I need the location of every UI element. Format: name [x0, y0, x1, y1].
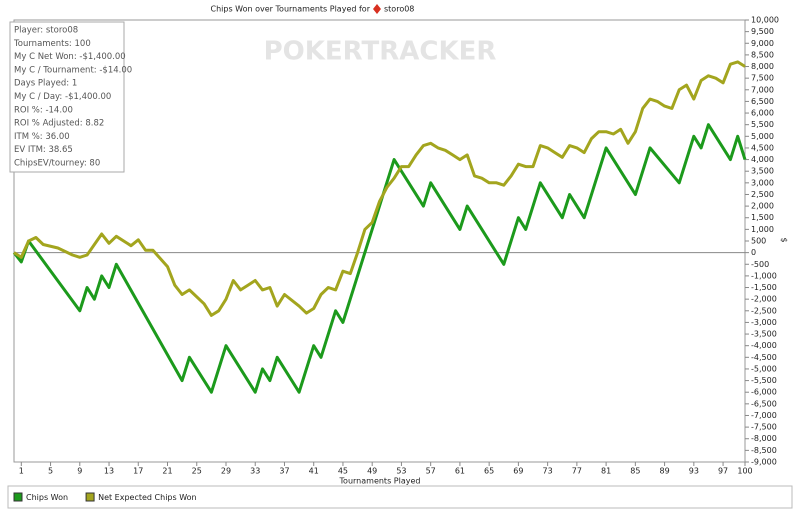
y-tick-label: -6,500	[751, 399, 777, 408]
stat-line: My C / Day: -$1,400.00	[14, 92, 111, 102]
x-tick-label: 13	[104, 467, 114, 476]
x-tick-label: 89	[659, 467, 669, 476]
y-tick-label: 4,000	[751, 155, 774, 164]
x-tick-label: 49	[367, 467, 377, 476]
x-tick-label: 85	[630, 467, 640, 476]
y-tick-label: -6,000	[751, 388, 777, 397]
y-tick-label: -4,000	[751, 341, 777, 350]
stat-line: EV ITM: 38.65	[14, 145, 73, 155]
y-tick-label: 500	[751, 237, 766, 246]
x-axis-label: Tournaments Played	[339, 477, 421, 486]
player-name: storo08	[384, 5, 414, 14]
y-tick-label: 4,500	[751, 143, 774, 152]
x-tick-label: 29	[221, 467, 231, 476]
x-tick-label: 93	[689, 467, 699, 476]
y-tick-label: 6,000	[751, 109, 774, 118]
stat-line: ROI % Adjusted: 8.82	[14, 119, 104, 129]
stat-line: ROI %: -14.00	[14, 105, 73, 115]
y-tick-label: 9,000	[751, 39, 774, 48]
y-tick-label: 3,500	[751, 167, 774, 176]
y-tick-label: -8,500	[751, 446, 777, 455]
series-line	[13, 60, 746, 317]
x-tick-label: 81	[601, 467, 611, 476]
x-tick-label: 73	[543, 467, 553, 476]
y-tick-label: 2,500	[751, 190, 774, 199]
y-tick-label: 5,000	[751, 132, 774, 141]
stat-line: Tournaments: 100	[13, 39, 91, 49]
x-tick-label: 77	[572, 467, 582, 476]
x-tick-label: 5	[48, 467, 53, 476]
stat-line: Days Played: 1	[14, 79, 77, 89]
y-tick-label: 2,000	[751, 202, 774, 211]
y-tick-label: 3,000	[751, 178, 774, 187]
y-tick-label: -9,000	[751, 458, 777, 467]
y-axis-label: $	[780, 237, 789, 242]
y-tick-label: -4,500	[751, 353, 777, 362]
stat-line: My C / Tournament: -$14.00	[14, 65, 132, 75]
y-tick-label: 5,500	[751, 120, 774, 129]
x-tick-label: 69	[513, 467, 523, 476]
x-tick-label: 97	[718, 467, 728, 476]
legend-swatch	[85, 492, 95, 502]
stat-line: Player: storo08	[14, 26, 78, 36]
y-tick-label: -500	[751, 260, 769, 269]
legend-label: Net Expected Chips Won	[98, 493, 197, 502]
y-tick-label: -3,500	[751, 330, 777, 339]
y-tick-label: -5,500	[751, 376, 777, 385]
stat-line: My C Net Won: -$1,400.00	[14, 52, 126, 62]
y-tick-label: 9,500	[751, 27, 774, 36]
x-tick-label: 25	[192, 467, 202, 476]
y-tick-label: -3,000	[751, 318, 777, 327]
y-tick-label: -7,000	[751, 411, 777, 420]
y-tick-label: 1,000	[751, 225, 774, 234]
x-tick-label: 37	[279, 467, 289, 476]
legend-swatch	[13, 492, 23, 502]
x-tick-label: 21	[162, 467, 172, 476]
x-tick-label: 65	[484, 467, 494, 476]
y-tick-label: -2,000	[751, 295, 777, 304]
x-tick-label: 57	[426, 467, 436, 476]
x-tick-label: 61	[455, 467, 465, 476]
y-tick-label: 7,500	[751, 74, 774, 83]
x-tick-label: 100	[737, 467, 752, 476]
y-tick-label: -5,000	[751, 364, 777, 373]
stats-box	[9, 21, 125, 173]
player-icon	[373, 4, 381, 14]
series-line	[12, 123, 747, 394]
watermark: POKERTRACKER	[264, 37, 497, 67]
legend	[7, 485, 793, 509]
x-tick-label: 33	[250, 467, 260, 476]
y-tick-label: 7,000	[751, 85, 774, 94]
y-tick-label: 8,500	[751, 50, 774, 59]
y-tick-label: 10,000	[751, 16, 779, 25]
y-tick-label: 8,000	[751, 62, 774, 71]
chart-title: Chips Won over Tournaments Played for	[211, 5, 371, 14]
stat-line: ITM %: 36.00	[14, 132, 70, 142]
x-tick-label: 17	[133, 467, 143, 476]
y-tick-label: -1,500	[751, 283, 777, 292]
x-tick-label: 9	[77, 467, 82, 476]
y-tick-label: 1,500	[751, 213, 774, 222]
x-tick-label: 53	[396, 467, 406, 476]
stat-line: ChipsEV/tourney: 80	[14, 159, 100, 169]
x-tick-label: 1	[19, 467, 24, 476]
y-tick-label: -8,000	[751, 434, 777, 443]
y-tick-label: 6,500	[751, 97, 774, 106]
legend-label: Chips Won	[26, 493, 68, 502]
y-tick-label: 0	[751, 248, 756, 257]
y-tick-label: -7,500	[751, 423, 777, 432]
x-tick-label: 45	[338, 467, 348, 476]
y-tick-label: -1,000	[751, 271, 777, 280]
y-tick-label: -2,500	[751, 306, 777, 315]
x-tick-label: 41	[309, 467, 319, 476]
